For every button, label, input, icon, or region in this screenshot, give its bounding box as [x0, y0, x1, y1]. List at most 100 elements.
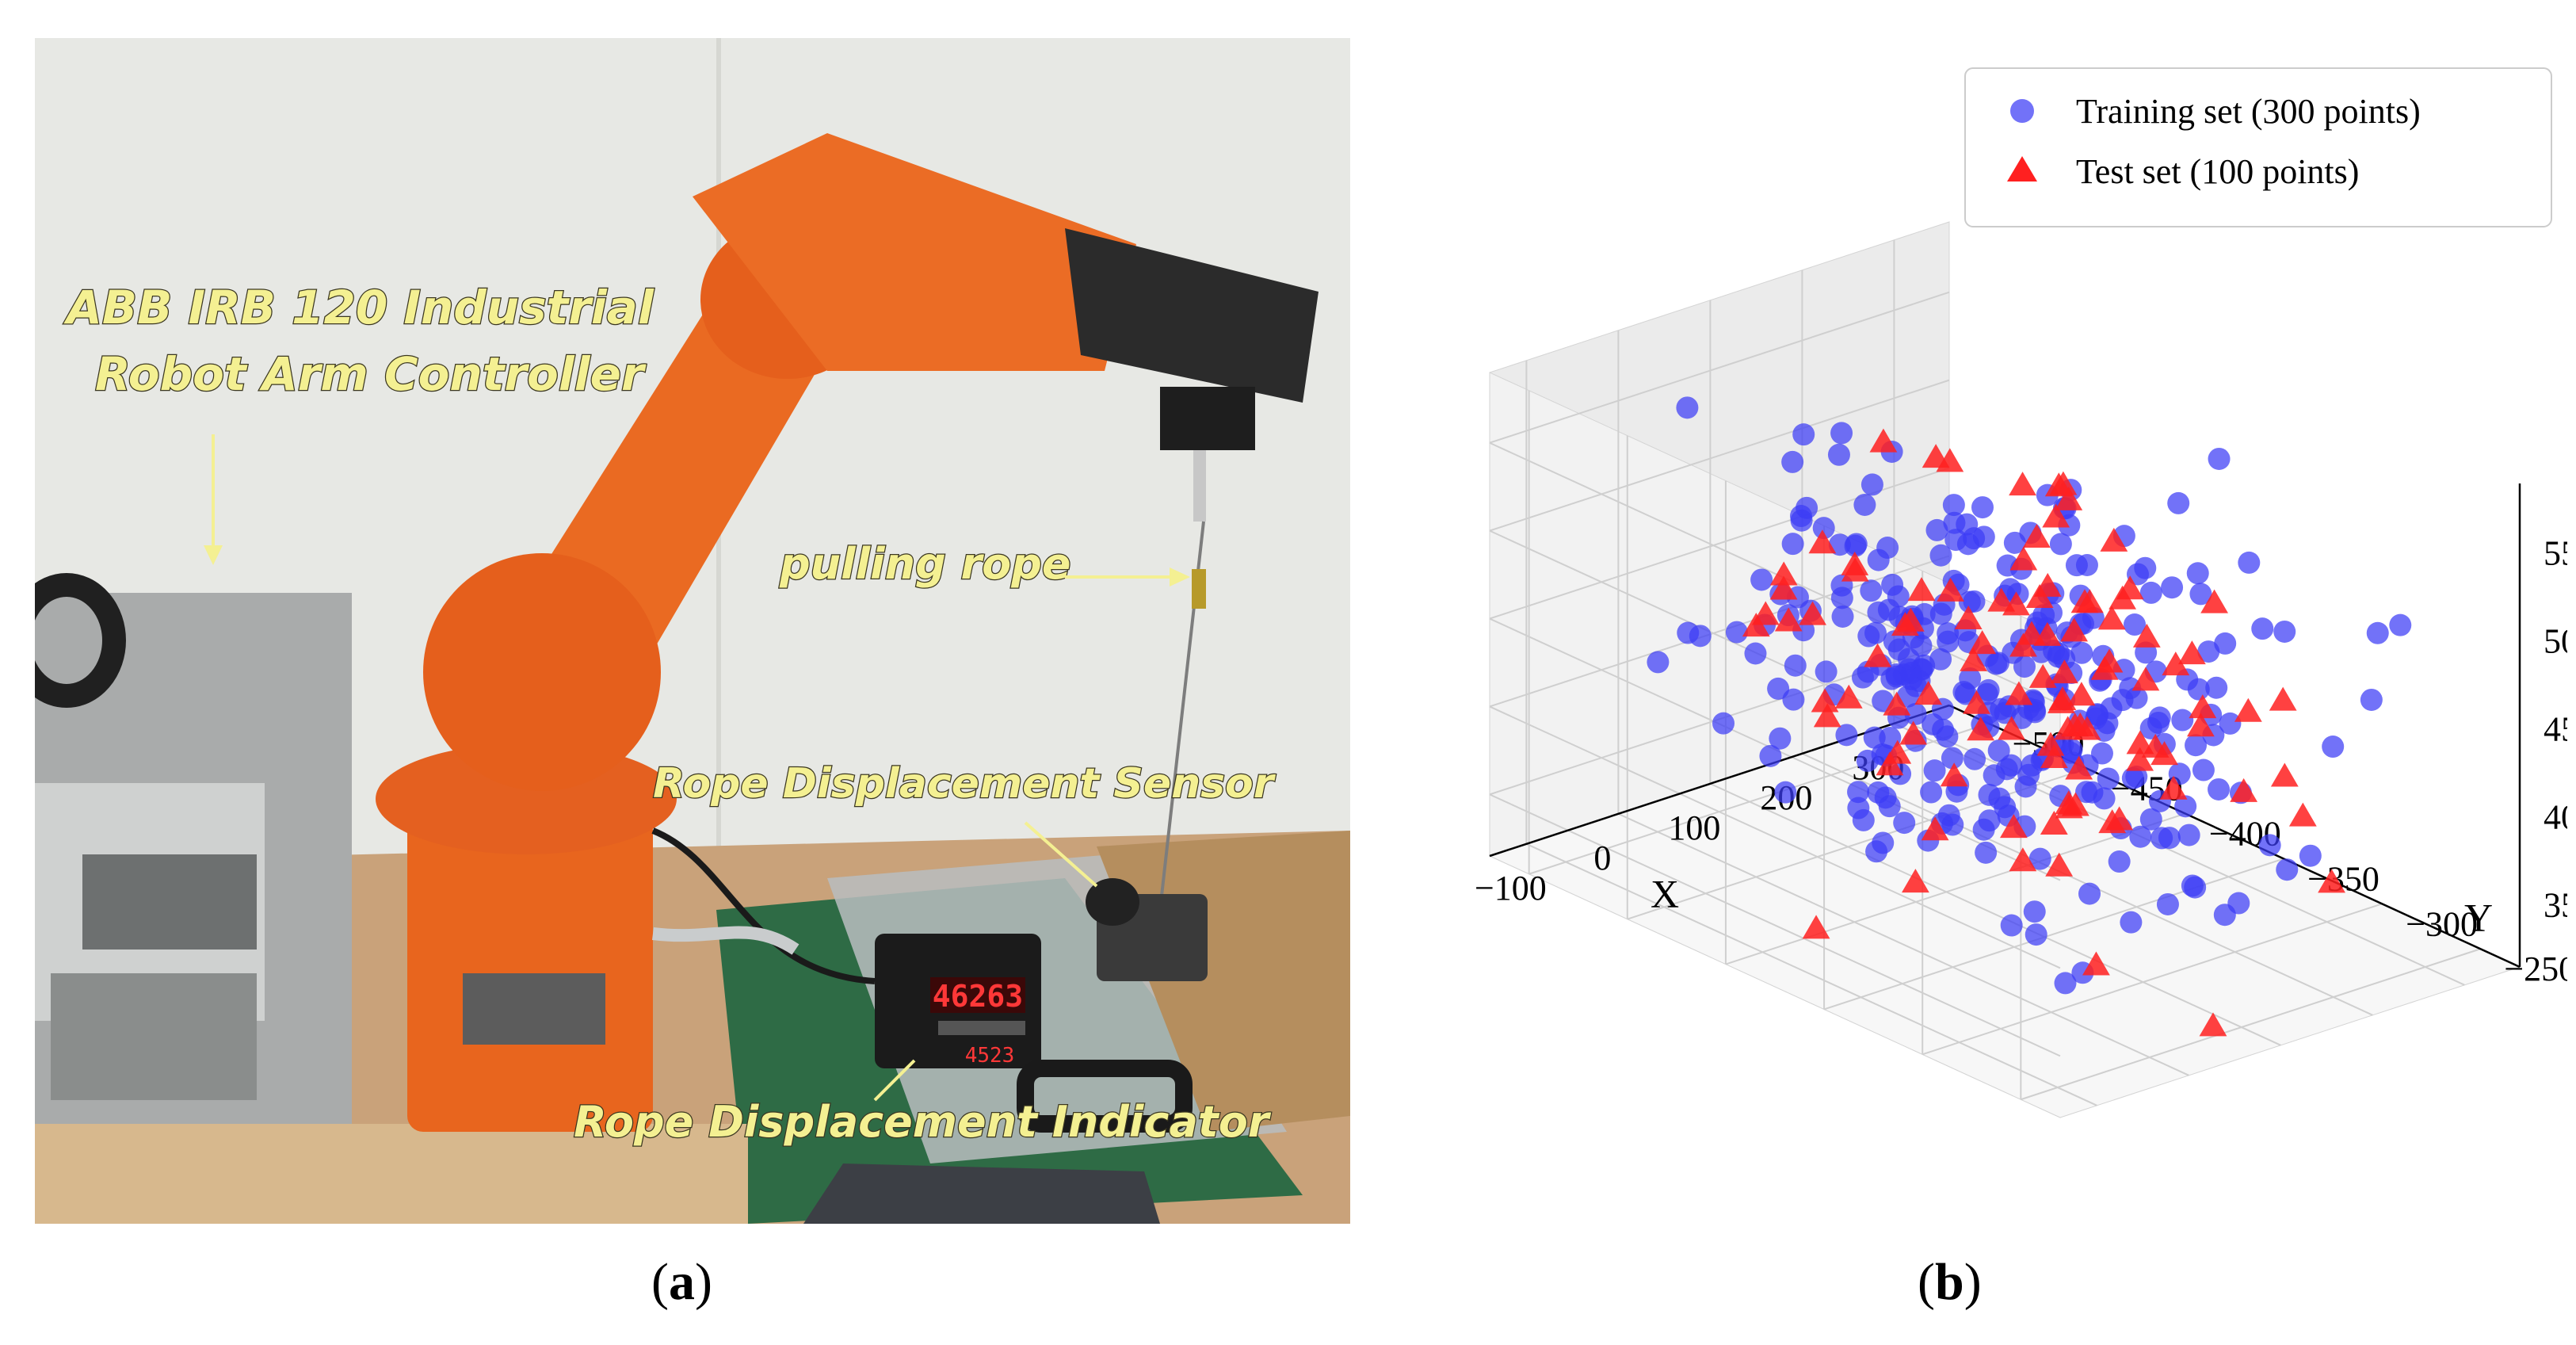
robot-flange [1160, 387, 1255, 450]
test-point [2189, 694, 2217, 719]
rope-weight [1192, 569, 1206, 609]
training-point [2000, 914, 2023, 937]
training-point [1942, 494, 1965, 517]
test-point [2090, 655, 2119, 680]
test-point [2065, 755, 2093, 780]
training-point [1941, 747, 1963, 770]
test-point [2100, 527, 2128, 552]
training-point [1712, 712, 1735, 735]
test-point [2075, 589, 2104, 613]
test-point [2177, 640, 2206, 665]
training-point [1937, 622, 1960, 645]
training-point [1830, 422, 1853, 445]
gridline [1489, 793, 2061, 1057]
test-point [1899, 720, 1928, 745]
training-point [2197, 640, 2220, 663]
training-point [2025, 923, 2047, 946]
training-point [1971, 496, 1994, 519]
legend: Training set (300 points) Test set (100 p… [1964, 67, 2552, 227]
test-point [1802, 915, 1830, 939]
plate-handle [1017, 1060, 1193, 1133]
test-point [2033, 572, 2062, 597]
gridline [1725, 812, 2186, 965]
test-point [2234, 697, 2262, 722]
test-point [2009, 472, 2036, 496]
training-point [1831, 605, 1854, 628]
z-tick-label: 400 [2544, 797, 2567, 836]
test-point [2044, 472, 2073, 497]
z-tick-label: 450 [2544, 710, 2567, 749]
training-point [1943, 511, 1966, 534]
training-point [1676, 396, 1699, 419]
training-point [1897, 648, 1920, 671]
test-point [1869, 428, 1898, 453]
gridline [1489, 379, 1950, 532]
gridline [1489, 529, 2061, 793]
training-point [1781, 450, 1804, 473]
training-point [1759, 744, 1782, 767]
training-point [1956, 533, 1979, 556]
test-point [2023, 524, 2051, 548]
training-point [2032, 604, 2055, 627]
test-point [1742, 613, 1770, 637]
training-point [1830, 587, 1853, 609]
legend-box [1964, 67, 2552, 227]
test-point [2186, 713, 2215, 737]
training-point [1856, 749, 1879, 772]
test-point [1937, 577, 1964, 602]
test-point [2009, 847, 2037, 872]
caption-a-letter: a [668, 1253, 695, 1311]
indicator-arrow [873, 1059, 916, 1102]
test-point [2036, 732, 2065, 756]
training-point [2276, 858, 2299, 881]
sensor-label: Rope Displacement Sensor [653, 760, 1277, 808]
test-point [2126, 747, 2154, 771]
test-point [2050, 659, 2078, 684]
test-point [1936, 448, 1964, 472]
test-point [2132, 623, 2161, 648]
caption-b: (b) [1918, 1253, 1982, 1311]
legend-marker-training [2010, 99, 2034, 123]
training-point [1782, 688, 1805, 711]
training-point [1941, 813, 1964, 836]
training-point [2171, 709, 2194, 732]
training-point [1904, 702, 1927, 725]
training-point [1972, 818, 1995, 841]
test-point [1769, 575, 1798, 600]
training-point [2186, 562, 2209, 585]
gridline [1922, 903, 2383, 1056]
test-point [2055, 486, 2083, 510]
training-point [1774, 781, 1797, 804]
training-point [2299, 844, 2322, 867]
controller-io-block [51, 973, 257, 1100]
training-point [1744, 642, 1767, 665]
x-tick-label: 100 [1668, 808, 1720, 847]
training-point [2121, 766, 2144, 789]
test-point [1954, 605, 1983, 629]
training-point [1725, 621, 1748, 644]
test-point [1914, 681, 1943, 705]
training-point [1857, 625, 1880, 648]
training-point [1815, 660, 1838, 683]
training-point [2134, 556, 2157, 579]
training-point [1929, 602, 1952, 625]
training-point [1923, 759, 1946, 782]
test-point [2288, 802, 2317, 827]
test-point [1960, 647, 1987, 671]
caption-a: (a) [651, 1253, 712, 1311]
training-point [1963, 747, 1986, 770]
training-point [2097, 767, 2120, 790]
z-tick-label: 500 [2544, 622, 2567, 661]
training-point [1792, 423, 1815, 446]
test-point [1864, 643, 1891, 667]
gridline [1525, 843, 2097, 1106]
test-point [1813, 703, 1841, 728]
cable-coil [35, 573, 126, 708]
robot-shoulder [423, 553, 661, 791]
training-point [2093, 787, 2116, 810]
y-tick-label: −300 [2406, 904, 2478, 943]
metal-plate [827, 854, 1287, 1164]
test-point [2045, 852, 2074, 877]
training-point [2120, 911, 2143, 934]
test-point [2040, 810, 2068, 835]
